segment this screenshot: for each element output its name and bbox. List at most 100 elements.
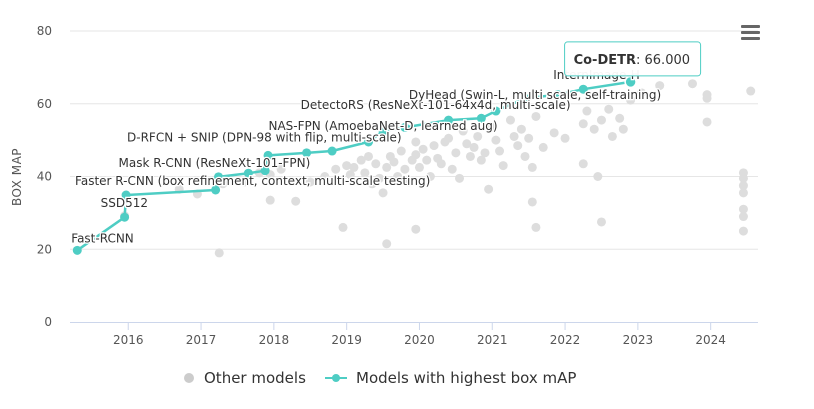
other-model-point[interactable] xyxy=(342,161,352,171)
other-model-point[interactable] xyxy=(702,117,712,127)
other-model-point[interactable] xyxy=(549,128,559,138)
other-model-point[interactable] xyxy=(240,177,250,187)
other-model-point[interactable] xyxy=(505,115,515,125)
other-model-point[interactable] xyxy=(538,142,548,152)
other-model-point[interactable] xyxy=(578,119,588,129)
sota-model-point[interactable] xyxy=(72,245,82,255)
other-model-point[interactable] xyxy=(531,111,541,121)
other-model-point[interactable] xyxy=(596,115,606,125)
sota-model-point[interactable] xyxy=(378,126,388,136)
other-model-point[interactable] xyxy=(360,168,370,178)
other-model-point[interactable] xyxy=(738,212,748,222)
other-model-point[interactable] xyxy=(404,177,414,187)
sota-model-point[interactable] xyxy=(578,84,588,94)
other-model-point[interactable] xyxy=(738,226,748,236)
sota-model-point[interactable] xyxy=(243,168,253,178)
sota-model-point[interactable] xyxy=(520,93,530,103)
other-model-point[interactable] xyxy=(305,177,315,187)
other-model-point[interactable] xyxy=(363,151,373,161)
other-model-point[interactable] xyxy=(429,141,439,151)
other-model-point[interactable] xyxy=(527,197,537,207)
other-model-point[interactable] xyxy=(378,188,388,198)
other-model-point[interactable] xyxy=(655,81,665,91)
other-model-point[interactable] xyxy=(531,222,541,232)
other-model-point[interactable] xyxy=(589,124,599,134)
other-model-point[interactable] xyxy=(400,164,410,174)
sota-model-point[interactable] xyxy=(120,212,130,222)
other-model-point[interactable] xyxy=(422,155,432,165)
legend-item-highest-box-map[interactable]: Models with highest box mAP xyxy=(325,369,576,387)
other-model-point[interactable] xyxy=(513,141,523,151)
sota-model-point[interactable] xyxy=(327,146,337,156)
other-model-point[interactable] xyxy=(560,133,570,143)
other-model-point[interactable] xyxy=(382,162,392,172)
other-model-point[interactable] xyxy=(473,131,483,141)
other-model-point[interactable] xyxy=(607,131,617,141)
other-model-point[interactable] xyxy=(414,162,424,172)
sota-model-point[interactable] xyxy=(302,148,312,158)
other-model-point[interactable] xyxy=(637,88,647,98)
other-model-point[interactable] xyxy=(349,162,359,172)
other-model-point[interactable] xyxy=(480,148,490,158)
other-model-point[interactable] xyxy=(444,133,454,143)
other-model-point[interactable] xyxy=(509,131,519,141)
other-model-point[interactable] xyxy=(582,106,592,116)
other-model-point[interactable] xyxy=(593,172,603,181)
other-model-point[interactable] xyxy=(320,172,330,181)
other-model-point[interactable] xyxy=(214,248,224,258)
other-model-point[interactable] xyxy=(425,172,435,181)
sota-model-point[interactable] xyxy=(260,166,270,176)
other-model-point[interactable] xyxy=(265,195,275,205)
other-model-point[interactable] xyxy=(527,162,537,172)
other-model-point[interactable] xyxy=(516,124,526,134)
sota-model-point[interactable] xyxy=(476,113,486,123)
sota-model-point[interactable] xyxy=(400,122,410,132)
sota-model-point[interactable] xyxy=(491,106,501,116)
other-model-point[interactable] xyxy=(498,161,508,171)
other-model-point[interactable] xyxy=(356,155,366,165)
other-model-point[interactable] xyxy=(491,135,501,145)
other-model-point[interactable] xyxy=(738,188,748,198)
sota-model-point[interactable] xyxy=(444,115,454,125)
other-model-point[interactable] xyxy=(345,170,355,180)
other-model-point[interactable] xyxy=(276,164,286,174)
chart-menu-button[interactable] xyxy=(737,21,765,45)
other-model-point[interactable] xyxy=(476,155,486,165)
other-model-point[interactable] xyxy=(411,224,421,234)
other-model-point[interactable] xyxy=(382,239,392,249)
other-model-point[interactable] xyxy=(436,159,446,169)
other-model-point[interactable] xyxy=(374,173,384,183)
sota-model-point[interactable] xyxy=(553,90,563,100)
other-model-point[interactable] xyxy=(331,164,341,174)
other-model-point[interactable] xyxy=(411,150,421,160)
other-model-point[interactable] xyxy=(520,151,530,161)
sota-model-point[interactable] xyxy=(214,172,224,182)
other-model-point[interactable] xyxy=(524,133,534,143)
other-model-point[interactable] xyxy=(746,86,756,96)
other-model-point[interactable] xyxy=(393,172,403,181)
other-model-point[interactable] xyxy=(618,124,628,134)
other-model-point[interactable] xyxy=(418,144,428,154)
other-model-point[interactable] xyxy=(702,90,712,100)
other-model-point[interactable] xyxy=(411,137,421,147)
other-model-point[interactable] xyxy=(389,157,399,167)
other-model-point[interactable] xyxy=(371,159,381,169)
other-model-point[interactable] xyxy=(291,196,301,206)
other-model-point[interactable] xyxy=(626,95,636,105)
other-model-point[interactable] xyxy=(455,173,465,183)
legend-item-other-models[interactable]: Other models xyxy=(184,369,306,387)
other-model-point[interactable] xyxy=(738,204,748,214)
other-model-point[interactable] xyxy=(738,173,748,183)
other-model-point[interactable] xyxy=(458,126,468,136)
other-model-point[interactable] xyxy=(604,104,614,114)
sota-model-point[interactable] xyxy=(121,190,131,200)
other-model-point[interactable] xyxy=(396,146,406,156)
other-model-point[interactable] xyxy=(687,79,697,89)
other-model-point[interactable] xyxy=(596,217,606,227)
other-model-point[interactable] xyxy=(738,181,748,191)
other-model-point[interactable] xyxy=(462,139,472,149)
other-model-point[interactable] xyxy=(487,122,497,132)
other-model-point[interactable] xyxy=(495,146,505,156)
other-model-point[interactable] xyxy=(484,184,494,194)
other-model-point[interactable] xyxy=(218,179,228,189)
